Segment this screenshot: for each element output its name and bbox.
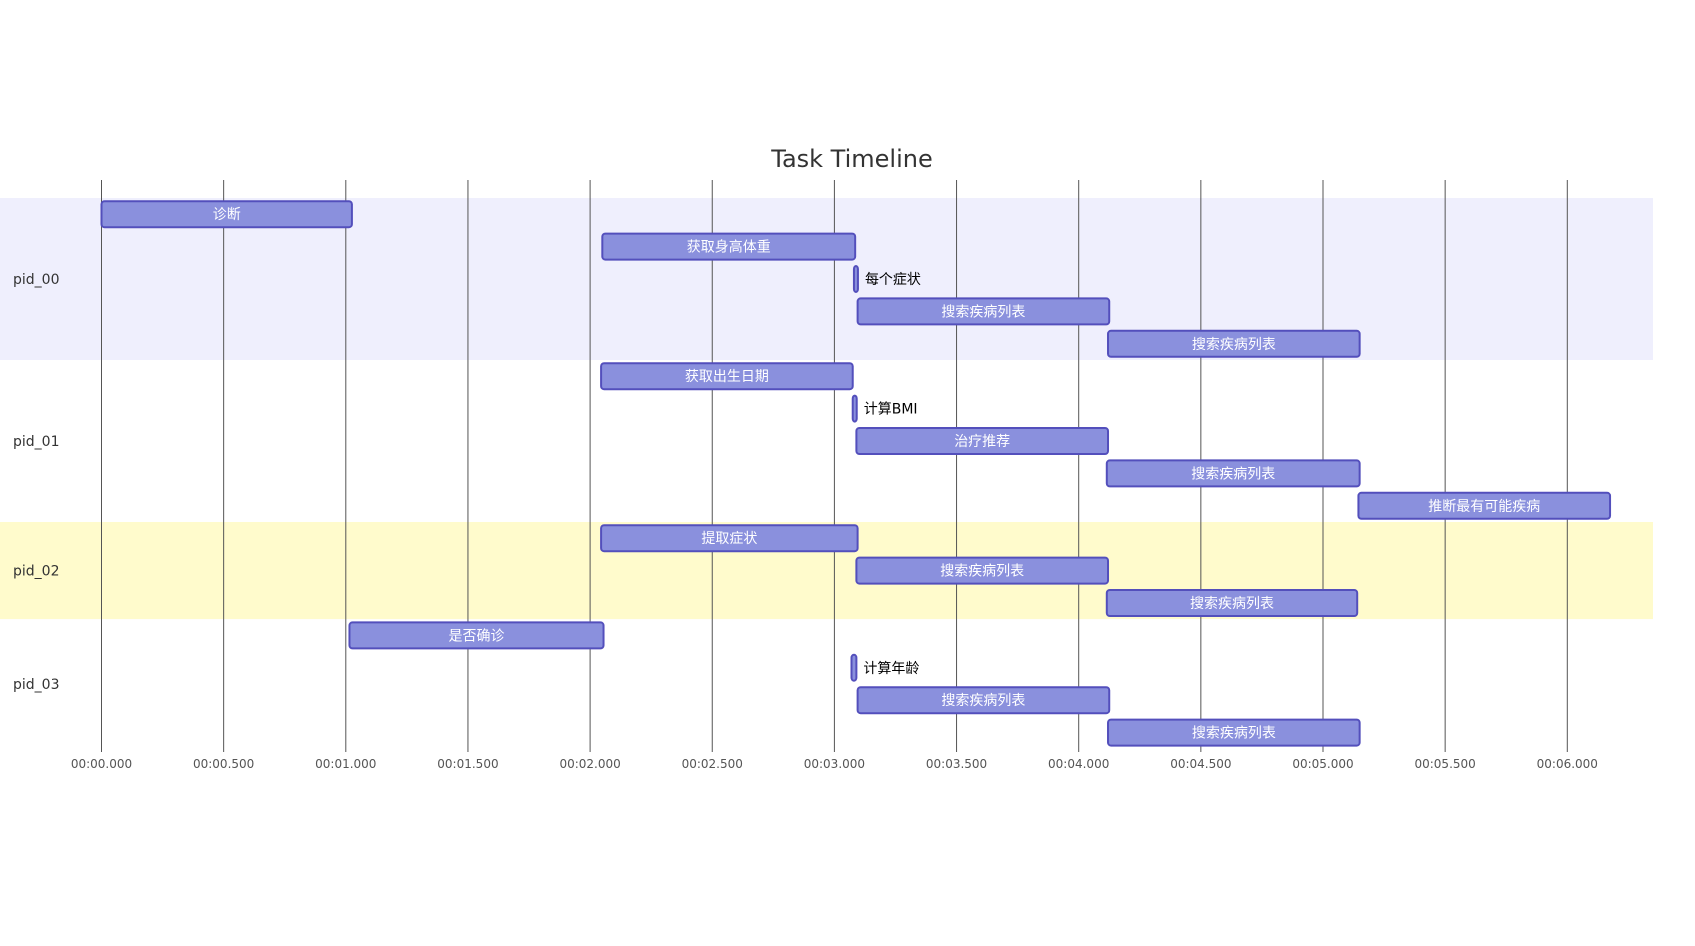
task-label: 计算年龄	[863, 661, 919, 677]
task-bar	[1107, 329, 1361, 358]
task-bars: 诊断获取身高体重每个症状搜索疾病列表搜索疾病列表获取出生日期计算BMI治疗推荐搜…	[100, 200, 1612, 747]
task-label: 搜索疾病列表	[1190, 595, 1274, 612]
task-label: 搜索疾病列表	[1192, 725, 1276, 742]
x-tick-label: 00:05.000	[1292, 757, 1353, 771]
section-label-pid_03: pid_03	[13, 677, 59, 693]
task-bar	[856, 297, 1111, 326]
task-bar	[348, 621, 605, 650]
task-label: 搜索疾病列表	[940, 563, 1024, 580]
section-label-pid_01: pid_01	[13, 434, 59, 450]
task-bar	[855, 427, 1110, 455]
task-label: 搜索疾病列表	[1192, 336, 1276, 353]
x-tick-label: 00:04.500	[1170, 757, 1231, 771]
section-labels: pid_00 pid_01 pid_02 pid_03	[13, 272, 59, 693]
x-tick-label: 00:02.000	[559, 757, 620, 771]
task-bar	[852, 265, 859, 293]
task-bar	[851, 394, 858, 423]
task-bar	[1107, 718, 1361, 747]
x-tick-label: 00:05.500	[1414, 757, 1475, 771]
task-bar	[850, 653, 858, 682]
task-label: 搜索疾病列表	[941, 303, 1025, 320]
x-tick-label: 00:00.500	[193, 757, 254, 771]
task-label: 是否确诊	[449, 628, 505, 644]
task-label: 获取身高体重	[687, 239, 771, 256]
task-bar	[600, 362, 854, 391]
task-label: 搜索疾病列表	[941, 692, 1025, 709]
x-tick-label: 00:01.000	[315, 757, 376, 771]
task-label: 获取出生日期	[685, 369, 769, 385]
section-bands	[0, 198, 1653, 749]
x-tick-label: 00:06.000	[1537, 757, 1598, 771]
x-tick-label: 00:00.000	[71, 757, 132, 771]
task-bar	[1357, 491, 1612, 520]
x-tick-label: 00:02.500	[682, 757, 743, 771]
section-label-pid_02: pid_02	[13, 564, 59, 580]
task-label: 提取症状	[701, 531, 757, 547]
x-tick-label: 00:01.500	[437, 757, 498, 771]
task-label: 每个症状	[865, 272, 921, 288]
x-tick-label: 00:03.000	[804, 757, 865, 771]
task-label: 诊断	[213, 207, 241, 223]
x-axis-ticks: 00:00.000 00:00.500 00:01.000 00:01.500 00:0…	[71, 757, 1598, 771]
task-bar	[100, 200, 353, 229]
section-label-pid_00: pid_00	[13, 272, 59, 288]
task-bar	[600, 524, 859, 553]
task-label: 计算BMI	[864, 402, 918, 418]
task-bar	[1105, 459, 1361, 488]
task-label: 搜索疾病列表	[1191, 465, 1275, 482]
x-tick-label: 00:03.500	[926, 757, 987, 771]
task-bar	[601, 232, 857, 261]
task-label: 推断最有可能疾病	[1428, 499, 1540, 515]
x-tick-label: 00:04.000	[1048, 757, 1109, 771]
section-band-pid_03	[0, 619, 1653, 749]
grid-lines	[101, 180, 1568, 752]
chart-title: Task Timeline	[770, 145, 932, 173]
task-bar	[856, 686, 1111, 715]
task-bar	[855, 556, 1110, 585]
task-bar	[1105, 589, 1359, 617]
task-label: 治疗推荐	[954, 434, 1010, 450]
